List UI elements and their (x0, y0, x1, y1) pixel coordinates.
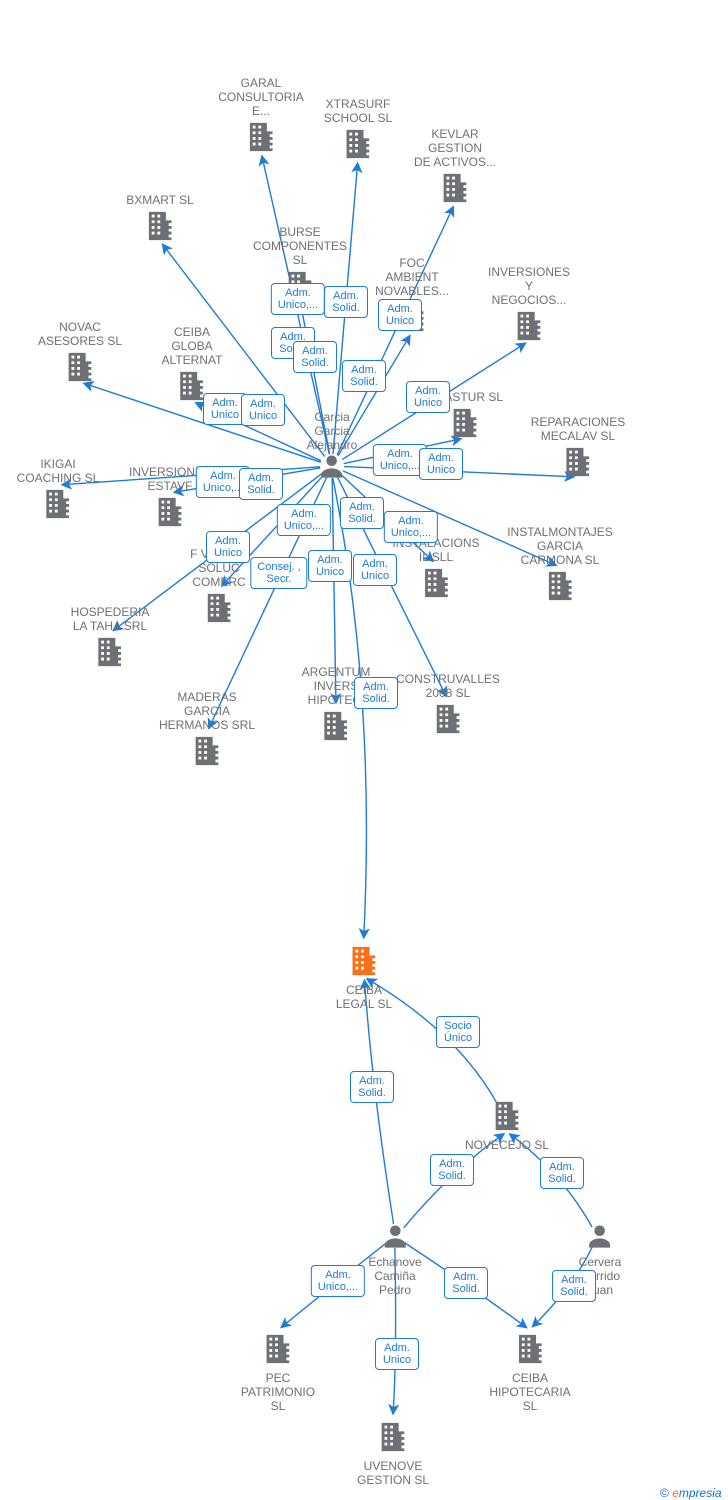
building-icon (448, 406, 482, 440)
brand-e: e (672, 1486, 679, 1500)
edge-label: Adm. Unico (375, 1338, 419, 1370)
building-icon (376, 1420, 410, 1454)
edge-label: Adm. Unico (378, 299, 422, 331)
person-icon (586, 1222, 614, 1250)
node-label: NOVACASESORES SL (38, 320, 122, 348)
node-label: NOVECEJO SL (465, 1138, 549, 1152)
node-instalacions: INSTALACIONS IL SLL (392, 536, 479, 605)
building-icon (319, 709, 353, 743)
building-icon (438, 171, 472, 205)
edge-label: Adm. Unico,... (277, 504, 331, 536)
node-label: BXMART SL (126, 193, 194, 207)
building-icon (347, 944, 381, 978)
node-label: HOSPEDERIALA TAHA SRL (71, 605, 150, 633)
node-label: PECPATRIMONIOSL (241, 1371, 315, 1413)
node-reparaciones: REPARACIONESMECALAV SL (531, 415, 625, 484)
building-icon (490, 1099, 524, 1133)
building-icon (153, 495, 187, 529)
edge-label: Adm. Unico (353, 554, 397, 586)
node-kevlar: KEVLARGESTIONDE ACTIVOS... (414, 127, 496, 210)
node-label: REPARACIONESMECALAV SL (531, 415, 625, 443)
building-icon (63, 350, 97, 384)
node-ikigai: IKIGAICOACHING SL (17, 457, 100, 526)
node-inversiones_neg: INVERSIONESYNEGOCIOS... (488, 265, 570, 348)
node-novac: NOVACASESORES SL (38, 320, 122, 389)
edge-label: Adm. Solid. (552, 1270, 596, 1302)
edge-label: Adm. Unico,... (271, 283, 325, 315)
person-echanove: EchanoveCamiñaPedro (368, 1222, 421, 1297)
node-label: KEVLARGESTIONDE ACTIVOS... (414, 127, 496, 169)
person-icon (318, 452, 346, 480)
building-icon (513, 1332, 547, 1366)
person-icon (381, 1222, 409, 1250)
edge-label: Adm. Solid. (324, 286, 368, 318)
node-label: FOCAMBIENT NOVABLES... (375, 256, 449, 298)
node-label: IKIGAICOACHING SL (17, 457, 100, 485)
building-icon (419, 566, 453, 600)
node-label: GARALCONSULTORIAE... (218, 76, 304, 118)
footer-credit: © empresia (660, 1486, 722, 1500)
edge-label: Adm. Unico,... (384, 511, 438, 543)
building-icon (41, 487, 75, 521)
node-label: CEIBAGLOBAALTERNAT (162, 325, 223, 367)
person-label: GarciaGarciaAlejandro (307, 410, 358, 452)
node-ceiba_legal: CEIBALEGAL SL (336, 942, 392, 1011)
building-icon (93, 635, 127, 669)
person-garcia: GarciaGarciaAlejandro (307, 410, 358, 485)
node-xtrasurf: XTRASURFSCHOOL SL (324, 97, 392, 166)
edge-label: Adm. Solid. (354, 677, 398, 709)
edge-label: Adm. Solid. (342, 360, 386, 392)
edge-label: Adm. Unico (419, 448, 463, 480)
node-label: CONSTRUVALLES2008 SL (396, 672, 500, 700)
building-icon (341, 127, 375, 161)
person-label: EchanoveCamiñaPedro (368, 1255, 421, 1297)
building-icon (512, 309, 546, 343)
node-maderas: MADERASGARCIAHERMANOS SRL (159, 690, 255, 773)
edge-label: Socio Único (436, 1016, 480, 1048)
edge-label: Adm. Solid. (239, 468, 283, 500)
copyright-sym: © (660, 1486, 669, 1500)
building-icon (190, 734, 224, 768)
node-label: MADERASGARCIAHERMANOS SRL (159, 690, 255, 732)
node-uvenove: UVENOVEGESTION SL (357, 1418, 429, 1487)
edge-label: Adm. Solid. (340, 497, 384, 529)
edge-label: Adm. Unico (206, 531, 250, 563)
edge-label: Consej. , Secr. (250, 557, 307, 589)
node-ceiba_hipo: CEIBAHIPOTECARIASL (489, 1330, 570, 1413)
building-icon (143, 209, 177, 243)
node-construvalles: CONSTRUVALLES2008 SL (396, 672, 500, 741)
node-bxmart: BXMART SL (126, 193, 194, 248)
node-label: INVERSIONESYNEGOCIOS... (488, 265, 570, 307)
node-label: CEIBAHIPOTECARIASL (489, 1371, 570, 1413)
building-icon (261, 1332, 295, 1366)
node-pec: PECPATRIMONIOSL (241, 1330, 315, 1413)
edge-label: Adm. Unico (241, 394, 285, 426)
building-icon (543, 569, 577, 603)
node-label: UVENOVEGESTION SL (357, 1459, 429, 1487)
building-icon (244, 120, 278, 154)
edge-label: Adm. Unico,... (311, 1265, 365, 1297)
brand-rest: mpresia (679, 1486, 722, 1500)
edge-label: Adm. Solid. (430, 1154, 474, 1186)
building-icon (561, 445, 595, 479)
building-icon (431, 702, 465, 736)
edge-label: Adm. Solid. (444, 1267, 488, 1299)
node-garal: GARALCONSULTORIAE... (218, 76, 304, 159)
node-label: CEIBALEGAL SL (336, 983, 392, 1011)
node-novecejo: NOVECEJO SL (465, 1097, 549, 1152)
node-instalmontajes: INSTALMONTAJESGARCIACARMONA SL (507, 525, 613, 608)
node-label: XTRASURFSCHOOL SL (324, 97, 392, 125)
edge-label: Adm. Solid. (540, 1157, 584, 1189)
edge-label: Adm. Solid. (350, 1071, 394, 1103)
node-label: INSTALMONTAJESGARCIACARMONA SL (507, 525, 613, 567)
building-icon (202, 591, 236, 625)
node-hospederia: HOSPEDERIALA TAHA SRL (71, 605, 150, 674)
edge-label: Adm. Unico (406, 381, 450, 413)
node-label: BURSECOMPONENTESSL (253, 225, 347, 267)
edge-label: Adm. Unico (308, 550, 352, 582)
edge-label: Adm. Solid. (293, 341, 337, 373)
